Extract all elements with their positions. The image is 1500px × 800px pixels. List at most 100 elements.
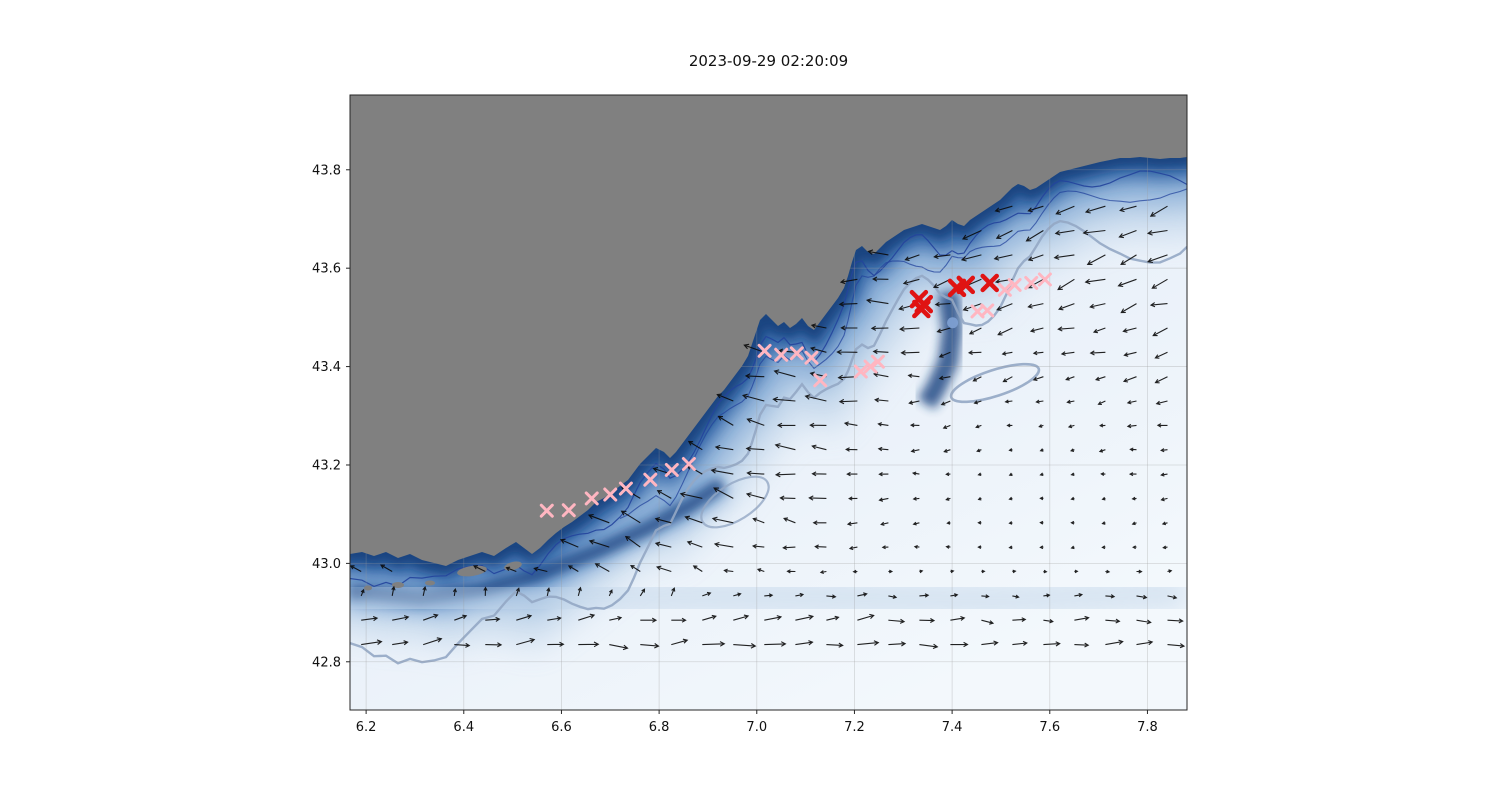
current-arrow: [654, 517, 672, 524]
current-arrow: [654, 541, 672, 548]
current-arrow: [1092, 327, 1106, 334]
current-arrow: [907, 373, 920, 379]
current-arrow: [764, 593, 774, 598]
current-arrow: [888, 569, 894, 574]
current-arrow: [826, 642, 844, 648]
current-arrow: [716, 393, 734, 402]
current-arrow: [1167, 618, 1184, 624]
x-tick-label: 6.4: [453, 720, 474, 735]
current-arrow: [919, 643, 939, 650]
current-arrow: [1039, 545, 1044, 550]
current-arrow: [826, 594, 837, 599]
current-arrow: [733, 643, 757, 649]
current-arrow: [1098, 448, 1106, 453]
current-arrow: [1012, 617, 1027, 622]
pink-cross-marker: [863, 359, 878, 374]
current-arrow: [950, 641, 969, 648]
current-arrow: [350, 565, 362, 572]
current-arrow: [516, 637, 536, 646]
current-arrow: [945, 497, 951, 501]
current-arrow: [913, 544, 920, 549]
current-arrow: [938, 351, 951, 358]
current-arrow: [867, 249, 889, 256]
current-arrow: [1070, 520, 1075, 525]
pink-cross-marker: [1037, 272, 1052, 287]
current-arrow: [950, 569, 955, 574]
current-arrow: [743, 343, 765, 353]
current-arrow: [877, 446, 889, 452]
current-arrow: [1057, 278, 1075, 291]
current-arrow: [1089, 303, 1106, 309]
current-arrow: [865, 298, 889, 305]
current-arrow: [942, 424, 951, 430]
current-arrow: [1154, 376, 1168, 384]
current-arrow: [1136, 619, 1152, 625]
plot-border: [349, 94, 1188, 711]
current-arrow: [874, 397, 889, 403]
current-arrow: [1095, 376, 1106, 381]
current-arrow: [702, 641, 726, 647]
y-tick-label: 43.0: [312, 557, 341, 572]
current-arrow: [878, 497, 889, 502]
current-arrow: [361, 639, 383, 646]
depth-contour-navy: [350, 170, 1187, 588]
current-arrow: [752, 517, 765, 524]
current-arrow: [973, 400, 982, 405]
pink-cross-marker: [561, 503, 576, 518]
current-arrow: [977, 545, 982, 549]
contour-lines-layer: [350, 170, 1187, 665]
current-arrow: [1039, 496, 1044, 501]
current-arrow: [826, 615, 840, 621]
current-arrow: [559, 538, 579, 548]
current-arrow: [1147, 254, 1168, 264]
current-arrow: [516, 614, 533, 621]
current-arrow: [1099, 423, 1106, 428]
current-arrow: [936, 327, 951, 334]
pink-cross-marker: [804, 350, 819, 365]
current-arrow: [782, 545, 796, 550]
x-tick-label: 7.2: [844, 720, 865, 735]
current-arrow: [1128, 472, 1137, 477]
current-arrow: [1126, 400, 1137, 405]
current-arrow: [1149, 205, 1168, 217]
current-arrow: [1101, 496, 1106, 501]
current-arrow: [1043, 593, 1051, 598]
pink-cross-marker: [584, 491, 599, 506]
current-arrow: [361, 615, 379, 622]
current-arrow: [1008, 521, 1013, 525]
current-arrow: [981, 594, 990, 599]
current-arrow: [972, 376, 982, 382]
current-arrow: [977, 520, 982, 525]
current-arrow: [919, 593, 930, 598]
current-arrow: [911, 471, 920, 476]
current-arrow: [950, 615, 966, 621]
current-arrow: [1100, 472, 1106, 476]
current-arrow: [1160, 472, 1168, 477]
current-arrow: [733, 614, 750, 621]
current-arrow: [843, 421, 858, 427]
current-arrow: [1074, 642, 1090, 648]
blue-dot-marker: [947, 317, 959, 329]
current-arrow: [1123, 351, 1137, 357]
current-arrow: [1105, 569, 1111, 574]
current-arrow: [1101, 545, 1106, 550]
current-arrow: [811, 471, 827, 477]
current-arrow: [454, 642, 471, 648]
current-arrow: [945, 472, 951, 477]
current-arrow: [577, 586, 582, 597]
current-arrow: [961, 229, 982, 240]
current-arrow: [1074, 592, 1084, 598]
current-arrow: [1055, 205, 1075, 215]
current-arrow: [1129, 447, 1137, 452]
current-arrow: [1027, 205, 1044, 213]
current-arrow: [981, 640, 999, 646]
current-arrow: [904, 254, 920, 262]
current-arrow: [776, 422, 796, 428]
current-arrow: [1097, 400, 1106, 406]
current-arrow: [981, 619, 995, 625]
current-arrow: [1132, 545, 1137, 550]
current-arrow: [1122, 376, 1137, 383]
current-arrow: [1035, 399, 1044, 404]
x-tick-label: 6.6: [551, 720, 572, 735]
current-arrow: [852, 569, 858, 574]
